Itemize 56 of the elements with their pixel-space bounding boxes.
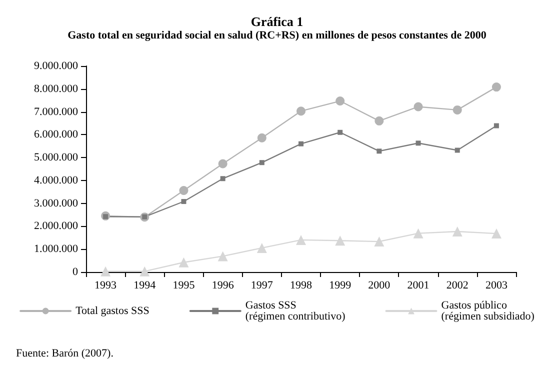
y-tick-label: 7.000.000 <box>34 106 78 118</box>
point <box>179 186 188 196</box>
x-tick-label: 1994 <box>134 280 156 292</box>
x-tick-label: 1996 <box>212 280 234 292</box>
point <box>374 116 384 126</box>
point <box>491 228 502 239</box>
y-tick-label: 0 <box>72 266 78 278</box>
point <box>374 236 384 247</box>
y-tick-label: 9.000.000 <box>34 60 78 72</box>
point <box>335 236 346 246</box>
x-tick-label: 1999 <box>329 280 352 292</box>
point <box>414 102 423 112</box>
y-tick-label: 8.000.000 <box>34 82 78 95</box>
point <box>140 266 150 276</box>
x-tick-label: 2003 <box>485 280 508 292</box>
x-tick-label: 1998 <box>290 280 312 292</box>
y-tick-label: 2.000.000 <box>34 220 78 232</box>
point <box>178 257 189 268</box>
point <box>336 96 345 106</box>
point <box>296 106 306 116</box>
y-tick-label: 3.000.000 <box>34 197 78 210</box>
point <box>452 226 462 236</box>
point <box>218 251 228 262</box>
x-tick-label: 1993 <box>94 280 118 292</box>
point <box>100 266 111 276</box>
point <box>376 148 382 154</box>
point <box>220 176 226 182</box>
point <box>257 133 266 142</box>
point <box>256 242 267 253</box>
legend-label: Gastos público (régimen subsidiado) <box>441 300 535 322</box>
y-tick-label: 1.000.000 <box>34 243 78 256</box>
point <box>454 148 460 153</box>
point <box>298 141 304 146</box>
point <box>452 105 462 114</box>
x-tick-label: 1997 <box>250 280 274 292</box>
point <box>296 234 306 245</box>
point <box>492 82 501 92</box>
point <box>181 199 186 204</box>
y-tick-label: 4.000.000 <box>34 174 78 186</box>
y-tick-label: 6.000.000 <box>34 128 78 141</box>
x-tick-label: 2000 <box>368 280 391 292</box>
point <box>494 123 499 128</box>
x-tick-label: 2001 <box>407 280 430 292</box>
x-tick-label: 1995 <box>172 280 196 292</box>
point <box>338 130 343 135</box>
point <box>218 159 228 168</box>
source-note: Fuente: Barón (2007). <box>16 348 114 360</box>
y-tick-label: 5.000.000 <box>34 152 78 164</box>
point <box>413 228 424 238</box>
legend-label: Total gastos SSS <box>76 305 150 317</box>
chart-title: Gráfica 1 <box>250 14 304 29</box>
x-tick-label: 2002 <box>446 280 468 292</box>
legend-label: Gastos SSS (régimen contributivo) <box>245 300 346 322</box>
chart-subtitle: Gasto total en seguridad social en salud (RC+RS) en millones de pesos constantes de 2000 <box>68 30 487 42</box>
point <box>416 140 421 146</box>
point <box>259 160 264 166</box>
